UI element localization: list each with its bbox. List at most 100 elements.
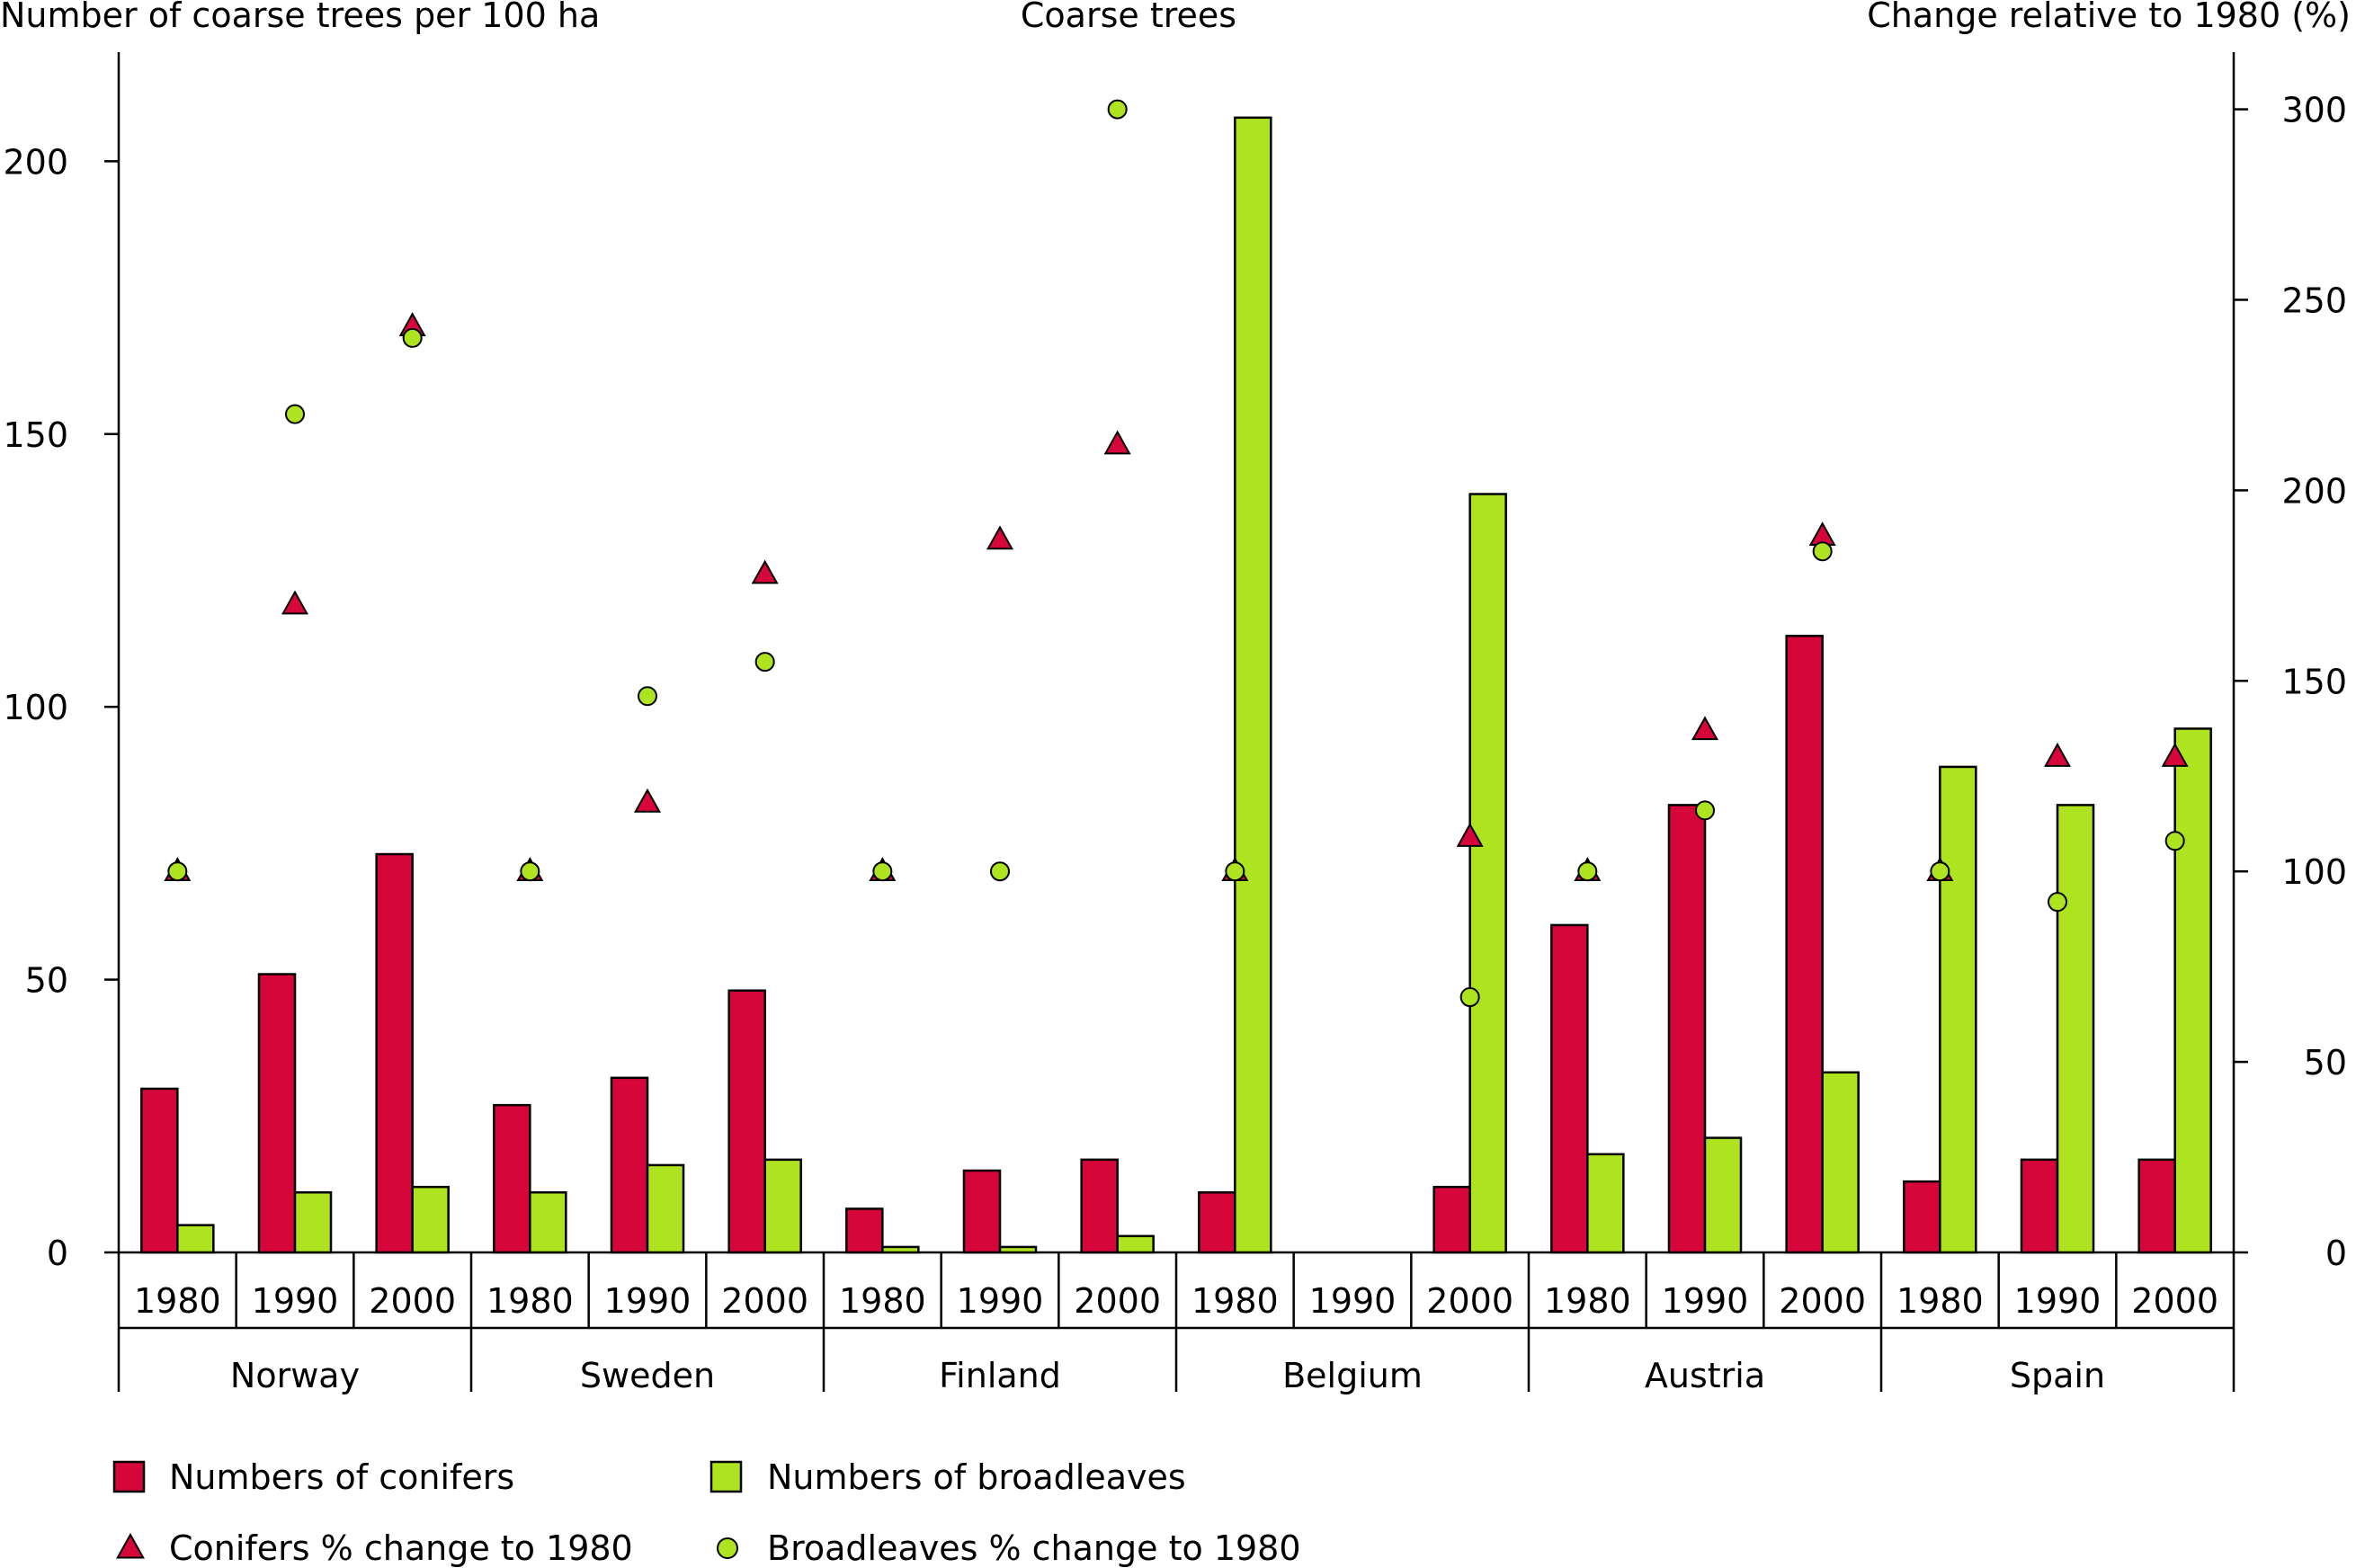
broadleaf-change-marker bbox=[1812, 541, 1833, 562]
right-axis-title: Change relative to 1980 (%) bbox=[1867, 0, 2351, 35]
year-label: 2000 bbox=[1426, 1281, 1513, 1321]
left-axis-title: Number of coarse trees per 100 ha bbox=[0, 0, 600, 35]
legend-conifer-swatch bbox=[112, 1460, 146, 1493]
year-label: 1980 bbox=[839, 1281, 926, 1321]
broadleaf-bar bbox=[293, 1191, 333, 1254]
year-label: 1980 bbox=[1896, 1281, 1984, 1321]
legend: Numbers of conifers Numbers of broadleave… bbox=[112, 1457, 1301, 1568]
conifer-bar bbox=[1080, 1158, 1119, 1254]
conifer-change-marker bbox=[2043, 742, 2072, 767]
country-label: Spain bbox=[2010, 1356, 2105, 1395]
year-label: 2000 bbox=[1074, 1281, 1161, 1321]
year-label: 1990 bbox=[252, 1281, 339, 1321]
bars bbox=[140, 116, 2212, 1254]
conifer-bar bbox=[493, 1103, 531, 1254]
broadleaf-bar bbox=[646, 1163, 685, 1254]
left-tick-label: 200 bbox=[3, 142, 68, 182]
broadleaf-change-marker bbox=[754, 652, 775, 673]
legend-broadleaf-swatch bbox=[709, 1460, 743, 1493]
conifer-bar bbox=[1198, 1191, 1236, 1254]
year-label: 1980 bbox=[134, 1281, 221, 1321]
broadleaf-bar bbox=[2173, 727, 2212, 1254]
broadleaf-change-marker bbox=[285, 404, 305, 424]
legend-conifer-change-marker bbox=[116, 1532, 145, 1559]
right-tick-label: 0 bbox=[2325, 1234, 2347, 1273]
year-label: 1990 bbox=[1662, 1281, 1749, 1321]
country-label: Austria bbox=[1645, 1356, 1765, 1395]
year-label: 1980 bbox=[1191, 1281, 1279, 1321]
broadleaf-bar bbox=[1939, 765, 1977, 1254]
broadleaf-bar bbox=[1703, 1136, 1743, 1254]
year-label: 2000 bbox=[369, 1281, 456, 1321]
conifer-bar bbox=[610, 1076, 649, 1254]
legend-broadleaf-change-label: Broadleaves % change to 1980 bbox=[767, 1528, 1301, 1568]
conifer-change-marker bbox=[281, 590, 309, 615]
broadleaf-change-marker bbox=[402, 327, 423, 348]
conifer-bar bbox=[727, 989, 766, 1254]
country-label: Sweden bbox=[580, 1356, 715, 1395]
conifer-change-marker bbox=[633, 788, 662, 813]
broadleaf-bar bbox=[1586, 1153, 1625, 1254]
broadleaf-change-marker bbox=[2164, 831, 2185, 851]
broadleaf-change-marker bbox=[167, 861, 188, 882]
broadleaf-bar bbox=[1821, 1071, 1860, 1254]
broadleaf-change-marker bbox=[1107, 99, 1128, 120]
country-label: Norway bbox=[230, 1356, 360, 1395]
markers bbox=[164, 99, 2189, 1008]
year-label: 2000 bbox=[721, 1281, 808, 1321]
conifer-bar bbox=[1903, 1180, 1941, 1254]
legend-conifer-label: Numbers of conifers bbox=[169, 1457, 514, 1497]
broadleaf-bar bbox=[881, 1245, 920, 1254]
conifer-bar bbox=[845, 1207, 884, 1254]
year-label: 2000 bbox=[1779, 1281, 1866, 1321]
year-label: 2000 bbox=[2131, 1281, 2218, 1321]
broadleaf-change-marker bbox=[990, 861, 1010, 882]
conifer-change-marker bbox=[1691, 716, 1719, 741]
broadleaf-bar bbox=[529, 1191, 567, 1254]
broadleaf-bar bbox=[763, 1158, 802, 1254]
left-tick-label: 100 bbox=[3, 688, 68, 727]
conifer-bar bbox=[1785, 635, 1824, 1254]
broadleaf-bar bbox=[176, 1224, 215, 1254]
broadleaf-change-marker bbox=[1577, 861, 1598, 882]
legend-broadleaf-label: Numbers of broadleaves bbox=[767, 1457, 1186, 1497]
conifer-bar bbox=[1667, 804, 1707, 1254]
conifer-bar bbox=[1550, 923, 1589, 1254]
country-label: Belgium bbox=[1282, 1356, 1423, 1395]
conifer-bar bbox=[375, 852, 414, 1254]
year-label: 1980 bbox=[1544, 1281, 1631, 1321]
conifer-bar bbox=[140, 1087, 179, 1254]
broadleaf-change-marker bbox=[2048, 892, 2067, 913]
conifer-bar bbox=[1432, 1185, 1471, 1254]
broadleaf-bar bbox=[1468, 493, 1507, 1254]
right-tick-label: 50 bbox=[2304, 1043, 2347, 1082]
left-tick-label: 0 bbox=[47, 1234, 68, 1273]
conifer-change-marker bbox=[1456, 822, 1484, 847]
conifer-change-marker bbox=[986, 525, 1014, 550]
broadleaf-change-marker bbox=[1225, 861, 1245, 882]
category-labels: 1980 1990 2000 1980 1990 2000 1980 1990 2000 1980… bbox=[134, 1281, 2218, 1395]
broadleaf-bar bbox=[411, 1185, 450, 1254]
broadleaf-bar bbox=[2056, 804, 2095, 1254]
legend-broadleaf-change-marker bbox=[717, 1537, 738, 1559]
broadleaf-change-marker bbox=[872, 861, 893, 882]
conifer-change-marker bbox=[751, 559, 779, 584]
conifer-bar bbox=[257, 973, 297, 1254]
broadleaf-change-marker bbox=[1695, 800, 1715, 821]
broadleaf-change-marker bbox=[1459, 987, 1480, 1008]
year-label: 1980 bbox=[486, 1281, 574, 1321]
conifer-change-marker bbox=[2161, 742, 2189, 767]
right-tick-label: 100 bbox=[2281, 852, 2347, 892]
year-label: 1990 bbox=[604, 1281, 692, 1321]
conifer-change-marker bbox=[1103, 430, 1131, 455]
year-label: 1990 bbox=[2014, 1281, 2102, 1321]
legend-conifer-change-label: Conifers % change to 1980 bbox=[169, 1528, 633, 1568]
right-tick-label: 150 bbox=[2281, 662, 2347, 701]
right-tick-label: 300 bbox=[2281, 91, 2347, 130]
conifer-bar bbox=[2137, 1158, 2176, 1254]
chart-title: Coarse trees bbox=[1021, 0, 1236, 35]
left-tick-label: 150 bbox=[3, 415, 68, 455]
right-tick-label: 200 bbox=[2281, 471, 2347, 511]
